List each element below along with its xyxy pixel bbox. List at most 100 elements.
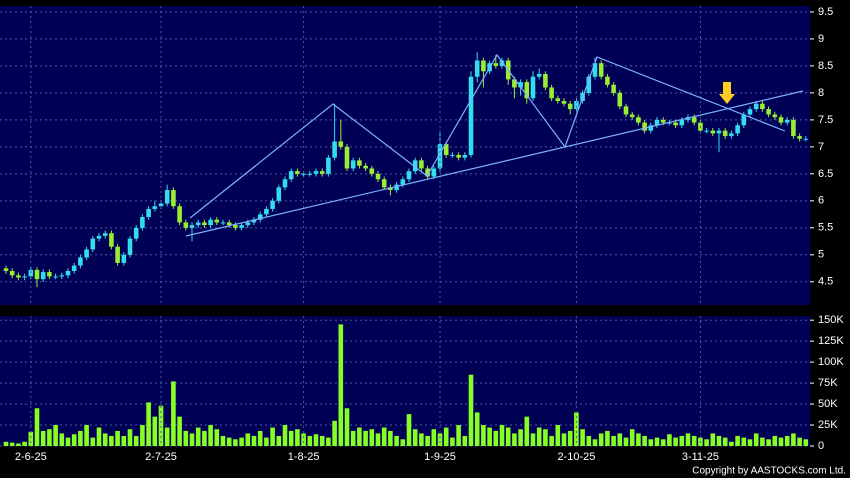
- volume-bar: [710, 433, 716, 446]
- volume-bar: [177, 416, 182, 446]
- candle-body: [642, 122, 647, 131]
- volume-bar: [443, 427, 449, 446]
- candle-body: [146, 208, 151, 218]
- volume-bar: [735, 435, 740, 446]
- volume-bar: [381, 427, 387, 446]
- volume-bar: [319, 435, 325, 446]
- volume-bar: [295, 429, 300, 446]
- volume-bar: [121, 435, 127, 446]
- candle-body: [648, 125, 654, 131]
- candle-body: [747, 109, 753, 115]
- candle-body: [549, 87, 554, 99]
- candle-body: [183, 222, 189, 228]
- candle-body: [270, 200, 275, 209]
- volume-bar: [512, 433, 517, 446]
- volume-bar: [189, 433, 195, 446]
- volume-bar: [481, 425, 486, 446]
- candle-body: [152, 206, 158, 209]
- candle-body: [102, 233, 108, 236]
- candle-body: [40, 272, 46, 280]
- volume-bar: [425, 435, 430, 446]
- volume-bar: [357, 427, 362, 446]
- volume-bar: [462, 435, 468, 446]
- y-tick-label: 75K: [818, 377, 838, 389]
- candle-body: [369, 168, 375, 174]
- candle-body: [561, 100, 567, 104]
- volume-bar: [264, 437, 269, 446]
- candle-body: [586, 76, 592, 93]
- candle-body: [164, 190, 170, 204]
- y-tick-label: 7.5: [818, 114, 833, 126]
- candle-body: [171, 190, 176, 207]
- volume-bar: [251, 435, 257, 446]
- volume-bar: [127, 429, 133, 446]
- y-tick-label: 6.5: [818, 168, 833, 180]
- candle-body: [189, 225, 195, 228]
- volume-bar: [741, 437, 747, 446]
- candle-body: [53, 276, 58, 278]
- candle-body: [474, 60, 480, 77]
- candle-body: [78, 257, 83, 266]
- volume-bar: [784, 435, 790, 446]
- candle-body: [388, 187, 393, 191]
- volume-bar: [474, 412, 480, 446]
- volume-bar: [96, 427, 102, 446]
- volume-bar: [524, 416, 530, 446]
- volume-bar: [226, 437, 232, 446]
- candle-body: [177, 206, 182, 223]
- volume-bar: [195, 427, 201, 446]
- candle-body: [394, 184, 399, 191]
- y-tick-label: 8.5: [818, 60, 833, 72]
- volume-bar: [623, 437, 629, 446]
- candle-body: [338, 141, 344, 147]
- volume-bar: [499, 425, 505, 446]
- candle-body: [295, 171, 300, 174]
- candle-body: [412, 160, 418, 172]
- volume-bar: [543, 429, 548, 446]
- y-tick-label: 0: [818, 440, 824, 452]
- volume-bar: [722, 437, 728, 446]
- candle-body: [425, 168, 430, 177]
- x-tick-label: 1-9-25: [424, 451, 456, 463]
- x-tick-label: 3-11-25: [682, 451, 719, 463]
- volume-bar: [753, 433, 759, 446]
- volume-bar: [164, 427, 170, 446]
- volume-bar: [245, 433, 251, 446]
- volume-bar: [729, 441, 734, 446]
- plot-layer: 4.5 5 5.5 6 6.5 7 7.5 8 8.5 9 9.5 0 25K 50K 75K 100K 125…: [0, 6, 844, 463]
- candle-body: [679, 119, 685, 126]
- volume-bar: [679, 435, 685, 446]
- volume-bar: [220, 435, 226, 446]
- candle-body: [797, 136, 802, 139]
- volume-bar: [276, 435, 282, 446]
- volume-bar: [202, 430, 207, 446]
- volume-bar: [419, 433, 424, 446]
- candle-body: [121, 254, 127, 263]
- candle-body: [673, 122, 678, 126]
- volume-bar: [28, 431, 34, 446]
- volume-bar: [363, 430, 368, 446]
- candle-body: [772, 114, 778, 118]
- candle-body: [667, 122, 672, 124]
- volume-bar: [338, 324, 344, 446]
- volume-bar: [313, 434, 319, 446]
- candle-body: [109, 233, 114, 247]
- candle-body: [617, 92, 623, 107]
- candle-body: [239, 225, 244, 228]
- candle-body: [611, 84, 616, 93]
- candle-body: [158, 203, 164, 207]
- volume-bar: [47, 429, 52, 446]
- volume-bar: [140, 425, 145, 446]
- volume-bar: [493, 430, 499, 446]
- candle-body: [264, 208, 269, 215]
- candle-body: [729, 133, 734, 137]
- candle-body: [753, 103, 759, 110]
- volume-bar: [574, 412, 579, 446]
- candle-body: [71, 265, 77, 271]
- y-tick-label: 25K: [818, 419, 838, 431]
- candle-body: [567, 103, 573, 110]
- volume-bar: [450, 437, 455, 446]
- candle-body: [791, 119, 796, 137]
- candle-body: [233, 225, 238, 228]
- volume-bar: [456, 425, 461, 446]
